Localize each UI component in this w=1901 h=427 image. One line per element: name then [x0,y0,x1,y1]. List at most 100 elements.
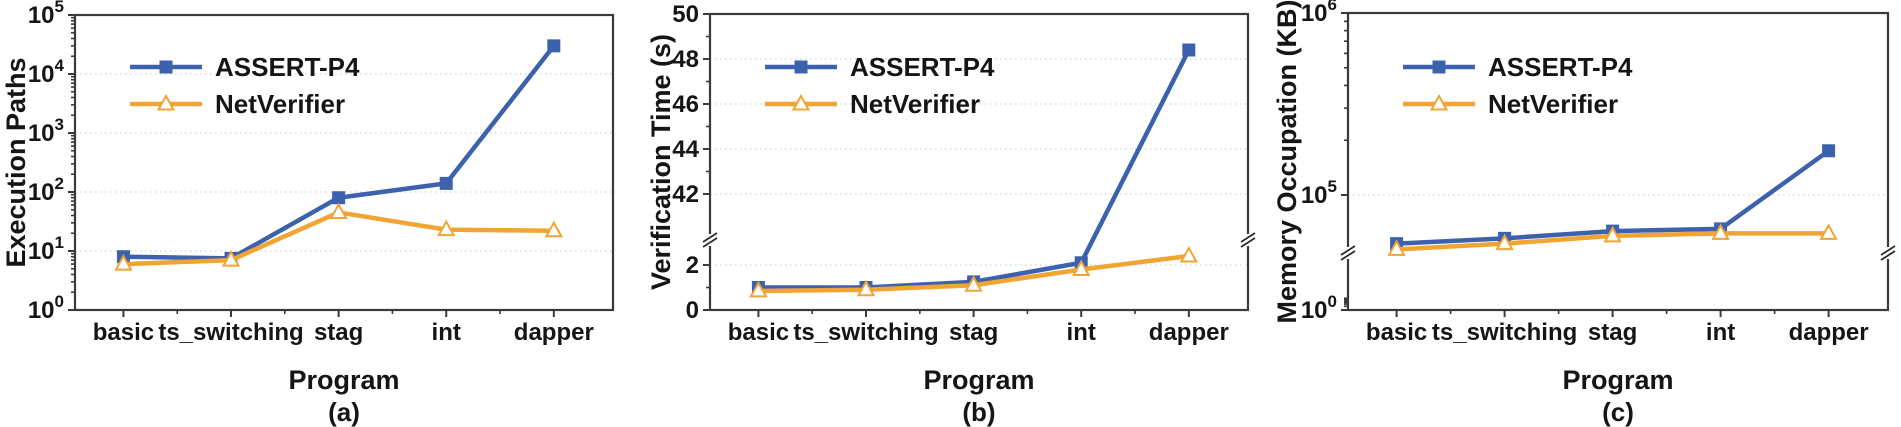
x-tick-label-int: int [1067,319,1096,346]
x-tick-label-ts_switching: ts_switching [1432,319,1577,346]
axis-break-icon [702,232,718,243]
y-tick-label: 50 [672,1,699,28]
legend-label: ASSERT-P4 [850,52,995,82]
netverifier-series [749,245,1199,298]
plot-frame [1346,11,1890,312]
legend-marker [159,60,173,74]
y-tick-label: 42 [672,181,699,208]
y-tick-label: 100 [1301,292,1337,324]
x-axis-title: Program [923,365,1034,395]
y-tick-label: 103 [28,115,64,147]
x-tick-label-stag: stag [949,319,998,346]
x-tick-label-dapper: dapper [1149,319,1229,346]
series-marker [439,176,453,190]
panel-caption: (b) [962,397,995,427]
chart-a: 100 101 102 103 104 105 basic ts_switching stag i… [1,0,615,427]
series-marker [1603,225,1622,243]
y-axis-title: Verification Time (s) [646,34,676,290]
axis-break-icon [702,237,718,248]
y-axis-title: Execution Paths [1,57,31,267]
legend-entry-netverifier: NetVerifier [765,89,980,119]
x-tick-label-ts_switching: ts_switching [793,319,938,346]
panel-caption: (a) [328,397,360,427]
legend-entry-assert-p4: ASSERT-P4 [1403,52,1633,82]
series-marker [221,250,241,267]
chart-c: 100 105 106 basic ts_switching stag int dapper A… [1272,0,1896,427]
y-tick-label: 102 [28,174,64,206]
series-marker [1179,245,1199,263]
series-marker [1711,223,1730,240]
y-tick-label: 48 [672,46,699,73]
x-tick-label-stag: stag [1588,319,1637,346]
series-marker [964,275,983,292]
series-marker [547,39,561,53]
legend-label: NetVerifier [215,89,345,119]
axis-break-icon [1240,232,1256,243]
series-marker [749,280,768,298]
legend-marker [794,60,808,74]
legend-entry-assert-p4: ASSERT-P4 [130,52,360,82]
x-tick-label-int: int [432,319,461,346]
y-tick-label: 46 [672,91,699,118]
series-marker [332,191,346,205]
y-tick-label: 105 [1301,177,1337,209]
series-marker [1182,43,1196,57]
netverifier-series [114,202,564,271]
series-line [758,48,1191,290]
legend-label: NetVerifier [1488,89,1618,119]
axis-break-mask [1243,234,1253,246]
netverifier-series [1387,223,1838,256]
series-marker [1072,259,1091,276]
series-marker [1387,239,1406,256]
legend-entry-assert-p4: ASSERT-P4 [765,52,995,82]
y-tick-label: 104 [28,56,65,88]
x-tick-label-basic: basic [1366,319,1427,346]
plot-frame [73,13,615,312]
x-tick-label-basic: basic [93,319,154,346]
legend-label: NetVerifier [850,89,980,119]
legend-entry-netverifier: NetVerifier [130,89,345,119]
x-tick-label-int: int [1706,319,1735,346]
x-tick-label-ts_switching: ts_switching [158,319,303,346]
legend-label: ASSERT-P4 [1488,52,1633,82]
plot-frame [708,12,1250,312]
y-tick-label: 0 [686,297,699,324]
panel-caption: (c) [1602,397,1634,427]
legend-marker [791,93,811,111]
series-marker [114,254,133,271]
x-axis-title: Program [288,365,399,395]
series-marker [544,220,564,238]
y-tick-label: 44 [672,136,699,163]
series-marker [1495,233,1514,251]
x-tick-label-dapper: dapper [514,319,594,346]
x-tick-label-basic: basic [728,319,789,346]
y-tick-label: 105 [28,0,64,29]
y-tick-label: 106 [1301,0,1337,27]
legend-marker [1429,93,1449,111]
series-marker [329,202,348,219]
chart-b: 0 2 42 44 46 48 50 basic ts_switching stag int dapp… [646,1,1256,427]
series-marker [856,279,876,297]
series-marker [1819,223,1838,240]
y-axis-title: Memory Occupation (KB) [1272,0,1302,324]
x-axis-title: Program [1562,365,1673,395]
x-tick-label-stag: stag [314,319,363,346]
axis-break-icon [1340,245,1356,256]
y-tick-label: 100 [28,292,64,324]
axis-break-icon [1340,250,1356,261]
axis-break-icon [1880,245,1896,256]
legend-entry-netverifier: NetVerifier [1403,89,1618,119]
y-tick-label: 2 [686,252,699,279]
legend-marker [156,93,176,111]
axis-break-mask [1883,247,1893,259]
axis-break-mask [705,234,715,246]
y-tick-label: 101 [28,233,64,265]
legend-label: ASSERT-P4 [215,52,360,82]
axis-break-icon [1240,237,1256,248]
legend-marker [1432,60,1446,74]
axis-break-icon [1880,250,1896,261]
axis-break-mask [1343,247,1353,259]
x-tick-label-dapper: dapper [1789,319,1869,346]
series-marker [437,219,456,237]
